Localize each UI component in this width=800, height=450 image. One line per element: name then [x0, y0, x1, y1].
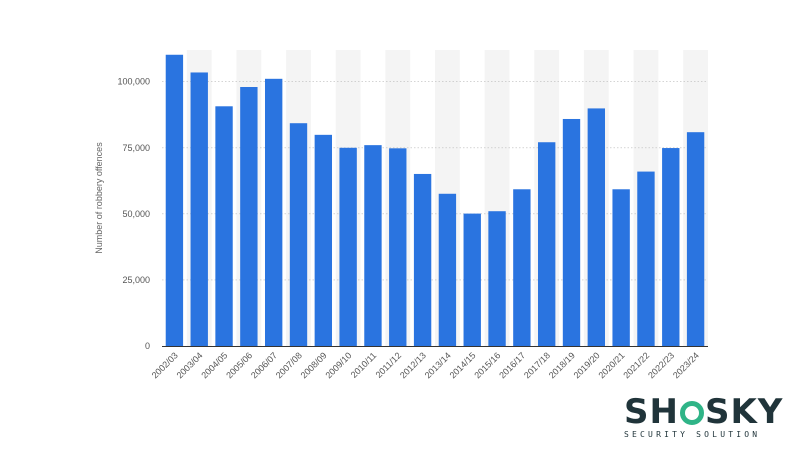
x-tick-label: 2020/21: [596, 350, 626, 380]
bar-2022/23: [662, 148, 680, 346]
bar-2005/06: [240, 87, 258, 346]
x-tick-label: 2009/10: [323, 350, 353, 380]
bars: [165, 54, 705, 347]
x-tick-label: 2013/14: [423, 350, 453, 380]
bar-2021/22: [637, 171, 655, 346]
x-tick-label: 2004/05: [199, 350, 229, 380]
bar-2009/10: [339, 147, 357, 346]
x-tick-label: 2005/06: [224, 350, 254, 380]
x-tick-label: 2016/17: [497, 350, 527, 380]
x-tick-label: 2007/08: [274, 350, 304, 380]
bar-2011/12: [389, 148, 407, 346]
bar-2013/14: [438, 193, 457, 346]
x-tick-label: 2014/15: [448, 350, 478, 380]
x-tick-label: 2023/24: [671, 350, 701, 380]
bar-2002/03: [165, 54, 184, 346]
logo-text-left: SH: [624, 392, 679, 432]
x-tick-label: 2012/13: [398, 350, 428, 380]
bar-2008/09: [314, 134, 333, 346]
bar-2012/13: [413, 173, 432, 346]
bar-2006/07: [264, 78, 283, 347]
location-pin-icon: [679, 401, 704, 425]
y-tick-label: 75,000: [122, 143, 150, 153]
bar-2019/20: [587, 108, 606, 347]
bar-2015/16: [488, 211, 506, 346]
x-tick-label: 2006/07: [249, 350, 279, 380]
bar-2018/19: [562, 118, 581, 346]
bar-2010/11: [364, 145, 382, 346]
bar-2016/17: [513, 189, 531, 346]
bar-2014/15: [463, 213, 481, 346]
y-tick-label: 100,000: [117, 77, 150, 87]
bar-2020/21: [612, 189, 630, 346]
x-tick-label: 2010/11: [349, 350, 379, 380]
x-tick-label: 2002/03: [150, 350, 180, 380]
bar-2017/18: [537, 142, 556, 346]
x-tick-label: 2003/04: [175, 350, 205, 380]
y-axis-ticks: 0 25,000 50,000 75,000 100,000: [117, 77, 150, 351]
logo-tagline: SECURITY SOLUTION: [624, 430, 761, 439]
bar-2023/24: [686, 132, 705, 346]
shosky-logo: SH SKY SECURITY SOLUTION: [606, 392, 796, 442]
x-tick-label: 2008/09: [299, 350, 329, 380]
bar-2003/04: [190, 72, 208, 346]
x-axis-ticks: 2002/032003/042004/052005/062006/072007/…: [150, 350, 701, 380]
x-tick-label: 2019/20: [572, 350, 602, 380]
y-tick-label: 50,000: [122, 209, 150, 219]
bar-2007/08: [289, 123, 308, 346]
x-tick-label: 2022/23: [646, 350, 676, 380]
logo-text-right: SKY: [704, 392, 784, 432]
y-axis-label: Number of robbery offences: [94, 142, 104, 254]
x-tick-label: 2017/18: [522, 350, 552, 380]
bar-2004/05: [215, 106, 233, 347]
y-tick-label: 0: [145, 341, 150, 351]
x-tick-label: 2018/19: [547, 350, 577, 380]
x-tick-label: 2015/16: [472, 350, 502, 380]
y-tick-label: 25,000: [122, 275, 150, 285]
logo-wordmark: SH SKY: [624, 392, 783, 432]
x-tick-label: 2021/22: [621, 350, 651, 380]
